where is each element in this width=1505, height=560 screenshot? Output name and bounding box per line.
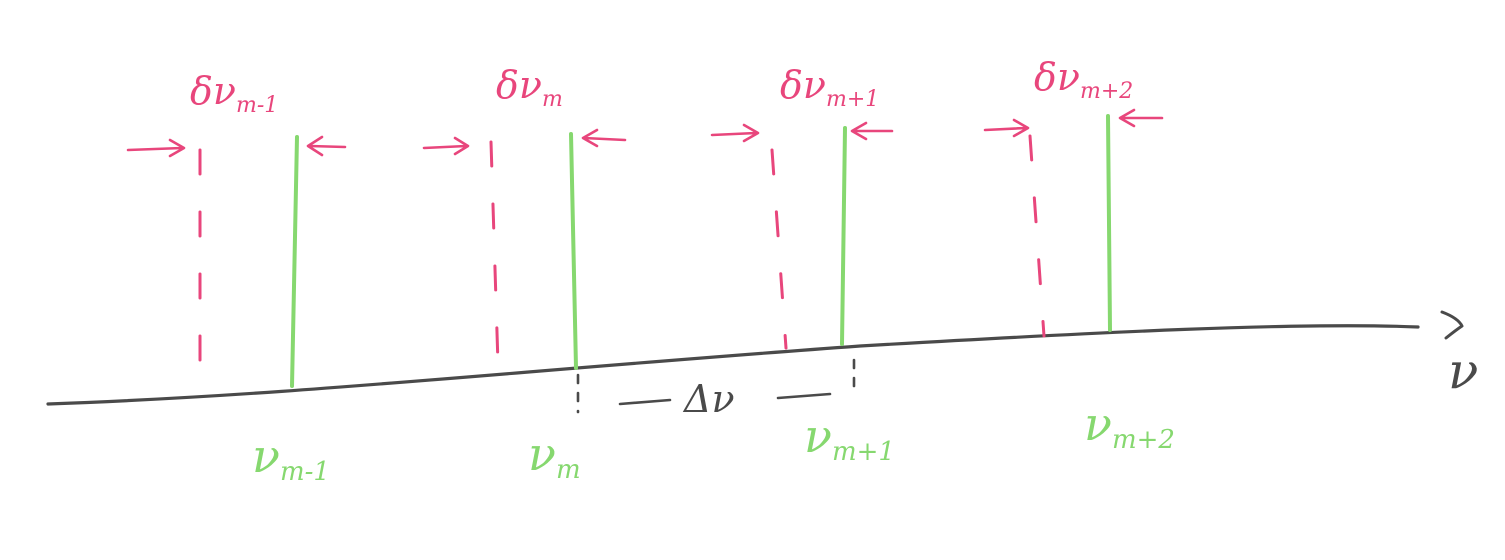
frequency-label: νm [528,427,581,485]
right-pointer-arrow [1118,108,1164,128]
frequency-label: νm-1 [252,429,330,487]
spacing-label: Δν [682,377,735,421]
frequency-index: m [556,455,581,485]
spacing-dash-right [776,392,832,400]
left-pointer-arrow [422,136,470,156]
spectral-line [569,132,578,370]
linewidth-marker-line [1028,134,1046,338]
linewidth-marker-line [770,148,788,350]
right-pointer-arrow [850,121,894,141]
spectral-line [1106,114,1112,332]
frequency-symbol: ν [528,427,556,481]
left-pointer-arrow [126,138,186,158]
spectral-line-group: δνm-1 νm-1 [126,69,347,487]
right-pointer-arrow [306,135,347,157]
linewidth-label: δνm [496,63,563,112]
spectral-line-group: δνm+1 νm+1 [710,63,895,467]
linewidth-symbol: δν [496,63,542,107]
left-pointer-arrow [983,118,1030,138]
frequency-symbol: ν [1084,397,1112,451]
frequency-index: m-1 [280,457,330,487]
axis-arrowhead [1440,310,1464,340]
linewidth-symbol: δν [1034,55,1080,99]
linewidth-symbol: δν [780,63,826,107]
spacing-dash-left [618,398,672,406]
frequency-index: m+2 [1112,425,1175,455]
linewidth-symbol: δν [190,69,236,113]
left-pointer-arrow [710,123,760,143]
linewidth-index: m+2 [1080,79,1133,104]
linewidth-marker-line [489,140,500,366]
spectral-line-group: δνm νm [422,63,627,485]
linewidth-index: m+1 [826,87,879,112]
linewidth-index: m-1 [236,93,278,118]
spectral-line-group: δνm+2 νm+2 [983,55,1175,455]
right-pointer-arrow [581,128,627,148]
spectral-line [840,126,847,346]
frequency-index: m+1 [832,437,895,467]
linewidth-label: δνm-1 [190,69,278,118]
frequency-label: νm+1 [804,409,895,467]
frequency-symbol: ν [252,429,280,483]
linewidth-label: δνm+2 [1034,55,1133,104]
axis-label: ν [1448,342,1478,400]
spectral-line [290,135,299,388]
frequency-axis [46,324,1420,406]
linewidth-index: m [542,87,563,112]
linewidth-label: δνm+1 [780,63,879,112]
frequency-symbol: ν [804,409,832,463]
frequency-label: νm+2 [1084,397,1175,455]
